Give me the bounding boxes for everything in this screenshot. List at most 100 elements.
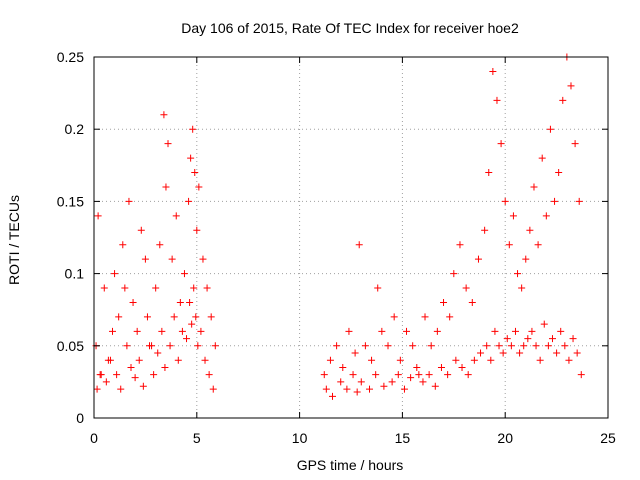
data-point [176,298,184,306]
data-point [164,140,172,148]
data-point [409,342,417,350]
data-point [380,382,388,390]
data-point [518,284,526,292]
data-point [115,313,123,321]
data-point [530,183,538,191]
data-point [450,270,458,278]
data-point [561,342,569,350]
data-point [396,356,404,364]
data-point [117,385,125,393]
data-point [183,335,191,343]
data-point [553,349,561,357]
data-point [384,342,392,350]
data-point [501,197,509,205]
data-point [190,284,198,292]
data-point [378,327,386,335]
data-point [143,313,151,321]
data-point [326,356,334,364]
data-point [499,349,507,357]
data-point [483,342,491,350]
data-point [337,378,345,386]
data-point [345,327,353,335]
data-point [507,342,515,350]
x-tick-label: 10 [292,430,308,446]
x-tick-label: 5 [193,430,201,446]
x-tick-label: 20 [497,430,513,446]
data-point [452,356,460,364]
data-point [468,298,476,306]
data-point [388,378,396,386]
data-point [361,342,369,350]
y-axis-title: ROTI / TECUs [6,195,22,285]
data-point [546,125,554,133]
data-point [542,212,550,220]
data-point [158,327,166,335]
data-point [139,382,147,390]
data-point [146,342,154,350]
data-point [425,371,433,379]
data-point [320,371,328,379]
y-tick-label: 0.15 [57,193,84,209]
data-point [106,356,114,364]
data-point [150,371,158,379]
data-point [205,371,213,379]
data-point [121,284,129,292]
axes: 0 5 10 15 20 25 0 0.05 0.1 0.15 0.2 0.25 [57,49,616,446]
data-point [575,197,583,205]
data-point [174,356,182,364]
data-point [567,82,575,90]
data-point [343,385,351,393]
data-point [456,241,464,249]
data-point [495,342,503,350]
x-tick-label: 25 [600,430,616,446]
data-point [186,298,194,306]
data-point [194,342,202,350]
y-tick-label: 0.05 [57,338,84,354]
data-point [357,378,365,386]
y-tick-label: 0.1 [65,266,85,282]
data-point [339,363,347,371]
data-point [201,356,209,364]
data-point [188,320,196,328]
data-point [192,313,200,321]
data-point [123,342,131,350]
data-point [497,140,505,148]
data-point [569,335,577,343]
data-point [440,298,448,306]
data-point [154,349,162,357]
x-tick-label: 15 [395,430,411,446]
data-point [485,169,493,177]
data-point [374,284,382,292]
data-point [390,313,398,321]
data-point [172,212,180,220]
data-point [189,125,197,133]
data-point [162,183,170,191]
data-point [421,313,429,321]
data-point [431,382,439,390]
data-point [170,313,178,321]
data-point [394,371,402,379]
data-point [481,226,489,234]
data-point [477,349,485,357]
data-point [195,183,203,191]
data-point [102,378,110,386]
data-point [522,255,530,263]
data-point [211,342,219,350]
data-point [366,385,374,393]
data-point [160,111,168,119]
data-point [94,212,102,220]
data-point [573,349,581,357]
data-point [322,385,330,393]
data-point [540,320,548,328]
data-point [168,255,176,263]
data-point [93,385,101,393]
data-point [127,363,135,371]
data-point [444,371,452,379]
data-points [92,53,585,400]
data-point [131,374,139,382]
data-point [571,140,579,148]
data-point [555,169,563,177]
data-point [551,197,559,205]
data-point [199,255,207,263]
